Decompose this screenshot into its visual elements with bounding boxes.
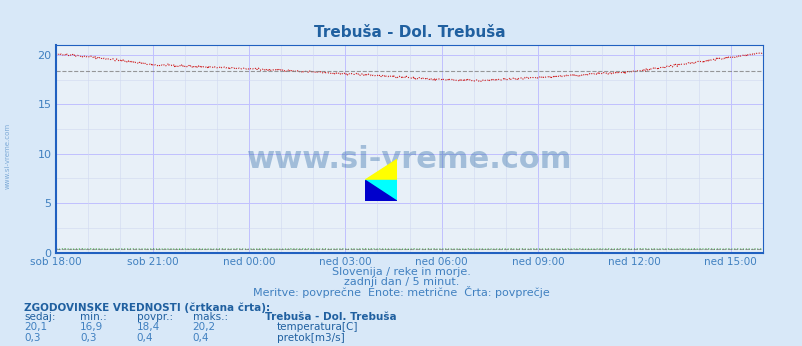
Text: pretok[m3/s]: pretok[m3/s] [277, 333, 344, 343]
Text: www.si-vreme.com: www.si-vreme.com [246, 145, 572, 174]
Text: temperatura[C]: temperatura[C] [277, 322, 358, 333]
Text: 20,2: 20,2 [192, 322, 216, 333]
Text: 18,4: 18,4 [136, 322, 160, 333]
Text: 0,4: 0,4 [192, 333, 209, 343]
Text: zadnji dan / 5 minut.: zadnji dan / 5 minut. [343, 277, 459, 288]
Text: min.:: min.: [80, 312, 107, 322]
Polygon shape [365, 180, 397, 201]
Polygon shape [365, 159, 397, 180]
Text: 0,3: 0,3 [24, 333, 41, 343]
Text: 16,9: 16,9 [80, 322, 103, 333]
Text: www.si-vreme.com: www.si-vreme.com [5, 122, 11, 189]
Text: maks.:: maks.: [192, 312, 228, 322]
Text: 0,4: 0,4 [136, 333, 153, 343]
Text: 20,1: 20,1 [24, 322, 47, 333]
Text: ZGODOVINSKE VREDNOSTI (črtkana črta):: ZGODOVINSKE VREDNOSTI (črtkana črta): [24, 303, 270, 313]
Text: 0,3: 0,3 [80, 333, 97, 343]
Text: povpr.:: povpr.: [136, 312, 172, 322]
Text: sedaj:: sedaj: [24, 312, 55, 322]
Title: Trebuša - Dol. Trebuša: Trebuša - Dol. Trebuša [314, 25, 504, 40]
Text: Trebuša - Dol. Trebuša: Trebuša - Dol. Trebuša [265, 312, 396, 322]
Text: Slovenija / reke in morje.: Slovenija / reke in morje. [332, 267, 470, 277]
Polygon shape [365, 180, 397, 201]
Text: Meritve: povprečne  Enote: metrične  Črta: povprečje: Meritve: povprečne Enote: metrične Črta:… [253, 286, 549, 298]
